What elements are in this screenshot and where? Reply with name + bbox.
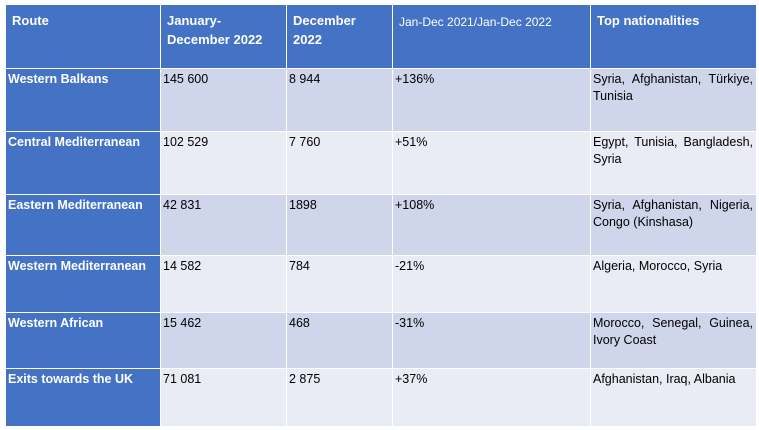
- change-value: -21%: [392, 255, 591, 313]
- nationalities-value: Algeria, Morocco, Syria: [590, 255, 757, 313]
- nationalities-value: Egypt, Tunisia, Bangladesh, Syria: [590, 131, 757, 195]
- table-row: Central Mediterranean 102 529 7 760 +51%…: [5, 131, 757, 195]
- jan-dec-value: 102 529: [160, 131, 287, 195]
- route-name: Exits towards the UK: [5, 368, 161, 427]
- table-row: Exits towards the UK 71 081 2 875 +37% A…: [5, 368, 757, 427]
- route-name: Eastern Mediterranean: [5, 194, 161, 256]
- migration-routes-table: Route January-December 2022 December 202…: [5, 4, 757, 427]
- nationalities-value: Afghanistan, Iraq, Albania: [590, 368, 757, 427]
- table-row: Western Mediterranean 14 582 784 -21% Al…: [5, 255, 757, 313]
- header-december-2022: December 2022: [286, 4, 393, 69]
- december-value: 2 875: [286, 368, 393, 427]
- december-value: 784: [286, 255, 393, 313]
- route-name: Western African: [5, 312, 161, 369]
- table-row: Western African 15 462 468 -31% Morocco,…: [5, 312, 757, 369]
- table-row: Eastern Mediterranean 42 831 1898 +108% …: [5, 194, 757, 256]
- table-row: Western Balkans 145 600 8 944 +136% Syri…: [5, 68, 757, 132]
- header-jan-dec-2022: January-December 2022: [160, 4, 287, 69]
- jan-dec-value: 145 600: [160, 68, 287, 132]
- route-name: Western Balkans: [5, 68, 161, 132]
- header-change: Jan-Dec 2021/Jan-Dec 2022: [392, 4, 591, 69]
- change-value: +108%: [392, 194, 591, 256]
- jan-dec-value: 15 462: [160, 312, 287, 369]
- december-value: 7 760: [286, 131, 393, 195]
- header-route: Route: [5, 4, 161, 69]
- change-value: +51%: [392, 131, 591, 195]
- route-name: Central Mediterranean: [5, 131, 161, 195]
- december-value: 468: [286, 312, 393, 369]
- nationalities-value: Morocco, Senegal, Guinea, Ivory Coast: [590, 312, 757, 369]
- december-value: 1898: [286, 194, 393, 256]
- change-value: -31%: [392, 312, 591, 369]
- jan-dec-value: 42 831: [160, 194, 287, 256]
- header-top-nationalities: Top nationalities: [590, 4, 757, 69]
- jan-dec-value: 71 081: [160, 368, 287, 427]
- header-row: Route January-December 2022 December 202…: [5, 4, 757, 69]
- change-value: +136%: [392, 68, 591, 132]
- change-value: +37%: [392, 368, 591, 427]
- december-value: 8 944: [286, 68, 393, 132]
- route-name: Western Mediterranean: [5, 255, 161, 313]
- nationalities-value: Syria, Afghanistan, Türkiye, Tunisia: [590, 68, 757, 132]
- jan-dec-value: 14 582: [160, 255, 287, 313]
- nationalities-value: Syria, Afghanistan, Nigeria, Congo (Kins…: [590, 194, 757, 256]
